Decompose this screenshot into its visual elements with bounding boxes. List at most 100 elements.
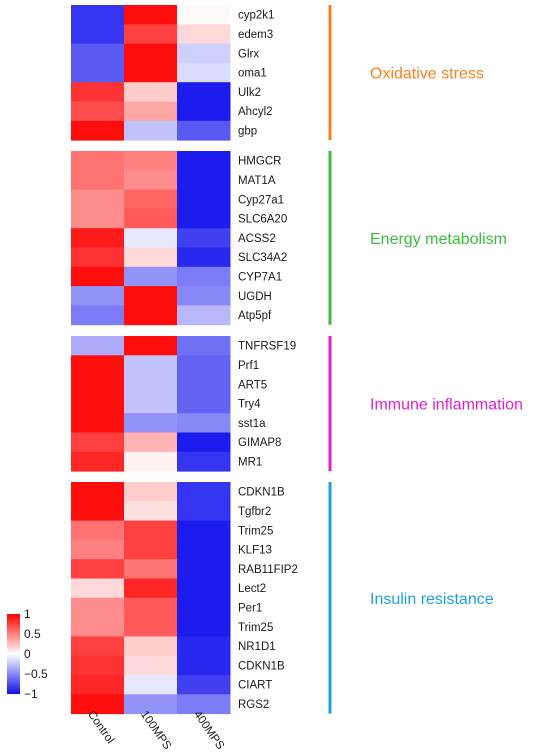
heatmap-cell	[71, 675, 125, 695]
gene-label: CDKN1B	[238, 487, 285, 499]
gene-label: Trim25	[238, 525, 273, 537]
heatmap-cell	[71, 151, 125, 171]
heatmap-cell	[124, 655, 178, 676]
heatmap-cell	[124, 482, 178, 502]
heatmap-cell	[71, 636, 125, 657]
heatmap-cell	[124, 636, 178, 657]
heatmap-cell	[177, 597, 231, 618]
gene-label: CDKN1B	[238, 660, 285, 672]
heatmap-cell	[124, 286, 178, 306]
heatmap-cell	[124, 336, 178, 356]
group-label: Insulin resistance	[370, 591, 494, 608]
gene-label: KLF13	[238, 545, 272, 557]
heatmap-cell	[177, 24, 231, 45]
gene-group: HMGCR MAT1A Cyp27a1 SLC6A20 ACSS2 SLC34A2 CYP7…	[71, 151, 507, 326]
gene-label: Atp5pf	[238, 310, 272, 322]
gene-label: edem3	[238, 29, 273, 41]
heatmap-cell	[177, 208, 231, 229]
heatmap-cell	[177, 655, 231, 676]
heatmap-cell	[177, 305, 231, 326]
heatmap-cell	[71, 336, 125, 356]
heatmap-cell	[71, 393, 125, 414]
heatmap-cell	[71, 432, 125, 453]
heatmap-cell	[124, 247, 178, 268]
gene-label: Prf1	[238, 360, 259, 372]
heatmap-cell	[124, 24, 178, 45]
gene-label: gbp	[238, 125, 257, 137]
heatmap-cell	[177, 247, 231, 268]
gene-label: SLC34A2	[238, 252, 287, 264]
heatmap-cell	[71, 539, 125, 560]
heatmap-cell	[124, 151, 178, 171]
gene-label: TNFRSF19	[238, 341, 296, 353]
gene-label: HMGCR	[238, 156, 281, 168]
heatmap-cell	[124, 170, 178, 191]
heatmap-cell	[71, 101, 125, 122]
heatmap-cell	[124, 101, 178, 122]
gene-label: NR1D1	[238, 641, 276, 653]
group-label: Immune inflammation	[370, 397, 523, 414]
group-label: Oxidative stress	[370, 66, 484, 83]
heatmap-cell	[177, 617, 231, 637]
color-legend: 1 0.5 0 −0.5 −1	[7, 607, 48, 701]
heatmap-cell	[124, 305, 178, 326]
heatmap-cell	[71, 482, 125, 502]
gene-label: Tgfbr2	[238, 506, 271, 518]
heatmap-cell	[124, 432, 178, 453]
heatmap-cell	[177, 336, 231, 356]
heatmap-cell	[124, 374, 178, 395]
heatmap-cell	[124, 62, 178, 83]
gene-label: Cyp27a1	[238, 194, 284, 206]
gene-label: SLC6A20	[238, 214, 287, 226]
heatmap-cell	[124, 82, 178, 102]
gene-label: Try4	[238, 399, 261, 411]
heatmap-cell	[71, 208, 125, 229]
gene-label: CYP7A1	[238, 271, 282, 283]
gene-label: UGDH	[238, 291, 272, 303]
gene-label: Trim25	[238, 622, 273, 634]
legend-tick-label: 0.5	[24, 627, 41, 641]
heatmap-cell	[71, 62, 125, 83]
legend-colorbar	[7, 614, 20, 694]
gene-group: CDKN1B Tgfbr2 Trim25 KLF13 RAB11FIP2 Lect2 Per…	[71, 482, 494, 715]
heatmap-cell	[124, 5, 178, 25]
heatmap-cell	[71, 82, 125, 102]
gene-label: Ulk2	[238, 87, 261, 99]
heatmap-cell	[177, 559, 231, 579]
heatmap-cell	[124, 694, 178, 715]
heatmap-cell	[71, 655, 125, 676]
heatmap-cell	[71, 189, 125, 210]
heatmap-cell	[124, 228, 178, 248]
heatmap-cell	[124, 208, 178, 229]
gene-label: Lect2	[238, 583, 266, 595]
heatmap-cell	[71, 355, 125, 376]
heatmap-cell	[177, 694, 231, 715]
heatmap-cell	[124, 120, 178, 141]
gene-label: GIMAP8	[238, 437, 281, 449]
heatmap-cell	[71, 5, 125, 25]
legend-tick-label: 0	[24, 647, 31, 661]
heatmap-cell	[177, 120, 231, 141]
heatmap-cell	[177, 151, 231, 171]
heatmap-cell	[124, 539, 178, 560]
heatmap-cell	[124, 43, 178, 64]
gene-label: sst1a	[238, 418, 266, 430]
heatmap-cell	[71, 228, 125, 248]
heatmap-cell	[177, 82, 231, 102]
group-label: Energy metabolism	[370, 231, 507, 248]
gene-label: MAT1A	[238, 175, 276, 187]
heatmap-cell	[177, 101, 231, 122]
heatmap-cell	[177, 286, 231, 306]
heatmap-cell	[71, 520, 125, 541]
heatmap-cell	[71, 286, 125, 306]
heatmap-cell	[177, 578, 231, 599]
heatmap-cell	[177, 520, 231, 541]
gene-group: cyp2k1 edem3 Glrx oma1 Ulk2 Ahcyl2 gbp Oxidativ…	[71, 5, 484, 141]
heatmap-cell	[71, 559, 125, 579]
heatmap-cell	[124, 393, 178, 414]
heatmap-cell	[124, 266, 178, 287]
heatmap-cell	[177, 482, 231, 502]
heatmap-cell	[177, 636, 231, 657]
heatmap-cell	[124, 355, 178, 376]
